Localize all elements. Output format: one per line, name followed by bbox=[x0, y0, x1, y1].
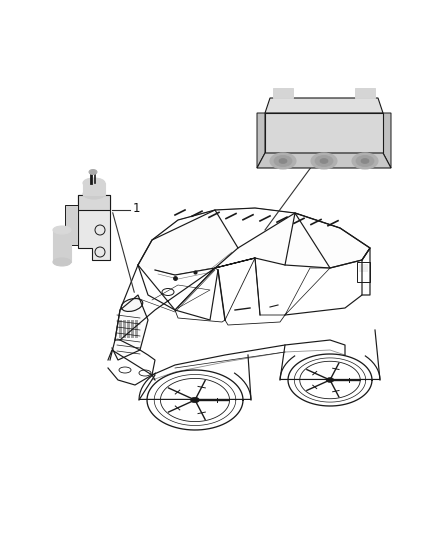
Polygon shape bbox=[112, 295, 148, 360]
Bar bbox=[355, 88, 375, 98]
Polygon shape bbox=[138, 210, 238, 275]
Ellipse shape bbox=[311, 153, 337, 169]
Ellipse shape bbox=[356, 156, 374, 166]
Polygon shape bbox=[257, 153, 391, 168]
Ellipse shape bbox=[83, 178, 105, 188]
Ellipse shape bbox=[270, 153, 296, 169]
Polygon shape bbox=[257, 113, 265, 168]
Bar bbox=[53, 230, 71, 262]
Ellipse shape bbox=[320, 158, 328, 164]
Ellipse shape bbox=[53, 258, 71, 266]
Polygon shape bbox=[65, 205, 78, 245]
Ellipse shape bbox=[83, 189, 105, 199]
Ellipse shape bbox=[89, 169, 97, 174]
Bar bbox=[127, 320, 130, 338]
Ellipse shape bbox=[326, 378, 334, 382]
Polygon shape bbox=[78, 195, 110, 260]
Ellipse shape bbox=[123, 300, 141, 310]
Bar bbox=[273, 88, 293, 98]
Polygon shape bbox=[383, 113, 391, 168]
Ellipse shape bbox=[315, 156, 333, 166]
Polygon shape bbox=[265, 113, 383, 153]
Ellipse shape bbox=[361, 158, 369, 164]
Bar bbox=[359, 264, 368, 272]
Ellipse shape bbox=[352, 153, 378, 169]
Bar bbox=[135, 320, 138, 338]
Ellipse shape bbox=[53, 226, 71, 234]
Ellipse shape bbox=[191, 397, 199, 403]
Text: 2: 2 bbox=[355, 101, 363, 115]
Bar bbox=[83, 183, 105, 195]
Polygon shape bbox=[78, 195, 110, 210]
Polygon shape bbox=[238, 213, 370, 268]
Bar bbox=[119, 320, 122, 338]
Bar bbox=[123, 320, 126, 338]
Bar bbox=[131, 320, 134, 338]
Ellipse shape bbox=[279, 158, 287, 164]
Bar bbox=[357, 262, 370, 282]
Ellipse shape bbox=[274, 156, 292, 166]
Polygon shape bbox=[265, 98, 383, 113]
Text: 1: 1 bbox=[133, 201, 141, 214]
